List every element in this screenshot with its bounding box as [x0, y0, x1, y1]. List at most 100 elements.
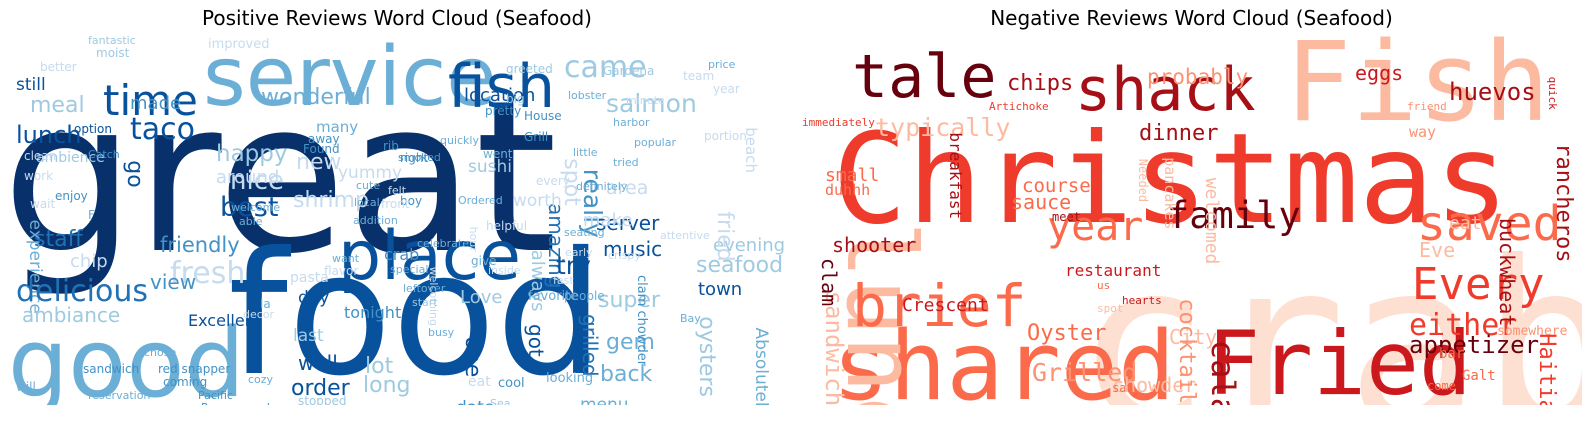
word-popular: popular — [634, 136, 676, 149]
word-big: big — [506, 92, 525, 106]
word-breakfast: breakfast — [946, 132, 965, 220]
word-got: got — [524, 324, 548, 357]
word-minute: minute — [626, 94, 665, 107]
word-option: option — [74, 122, 112, 136]
negative-wordcloud: Christmas crab Fish shared Fried lunch tale sha… — [797, 35, 1582, 405]
word-every: every — [536, 174, 570, 188]
word-seafood: seafood — [696, 253, 784, 278]
word-hour: hour — [467, 226, 480, 252]
word-rancheros: rancheros — [1551, 143, 1576, 263]
word-able: able — [239, 215, 263, 228]
word-nice: nice — [230, 166, 284, 196]
word-galt: Galt — [1462, 368, 1496, 384]
word-meet: meet — [1052, 210, 1081, 224]
word-price: price — [708, 58, 736, 71]
word-crispy: crispy — [608, 249, 641, 262]
word-fish: fish — [448, 52, 556, 122]
word-attentive: attentive — [660, 229, 710, 242]
word-clam-chowder: clam chowder — [634, 274, 649, 367]
positive-wordcloud-panel: Positive Reviews Word Cloud (Seafood) gr… — [0, 0, 794, 433]
word-come: come — [1427, 379, 1456, 393]
word-quickly: quickly — [440, 134, 479, 147]
word-felt: felt — [388, 184, 407, 197]
word-spot: spot — [1097, 302, 1124, 315]
word-long: long — [363, 373, 411, 398]
word-rib: rib — [383, 139, 399, 153]
word-inside: inside — [488, 264, 521, 277]
word-course: course — [1022, 175, 1091, 197]
word-will: will — [16, 380, 36, 394]
word-reservation: reservation — [88, 389, 151, 402]
word-wait: wait — [30, 197, 56, 211]
positive-wordcloud-title: Positive Reviews Word Cloud (Seafood) — [202, 6, 592, 30]
word-portion: portion — [704, 129, 747, 143]
word-many: many — [316, 118, 359, 136]
word-eggs: eggs — [1355, 61, 1404, 85]
word-friend: friend — [1407, 100, 1447, 113]
word-still: still — [16, 75, 46, 95]
word-sandwich: sandwich — [820, 290, 848, 405]
word-lobster: lobster — [568, 89, 607, 102]
word-catch: Catch — [88, 148, 120, 161]
word-oysters: oysters — [694, 316, 719, 397]
word-sandwich: sandwich — [83, 362, 140, 376]
word-clean: clean — [24, 149, 57, 163]
word-good: good — [8, 309, 245, 406]
word-ambiance: ambiance — [22, 303, 121, 327]
word-somewhere: somewhere — [1497, 324, 1568, 339]
word-early: early — [565, 246, 593, 259]
word-one: one — [460, 336, 485, 378]
word-place: place — [338, 217, 521, 296]
word-cocktail: cocktail — [1174, 298, 1199, 405]
word-well: well — [298, 351, 338, 375]
word-tonight: tonight — [344, 303, 402, 322]
word-crab: crab — [1075, 214, 1582, 406]
word-pacific: Pacific — [198, 389, 233, 402]
word-sushi: sushi — [468, 157, 512, 177]
word-la: la — [260, 297, 271, 311]
word-fish: Fish — [1285, 35, 1550, 146]
word-cute: cute — [356, 179, 381, 192]
word-needed: Needed — [1136, 158, 1150, 203]
word-last: last — [293, 326, 324, 346]
word-enjoy: enjoy — [55, 189, 88, 203]
word-new: new — [296, 150, 342, 175]
word-want: want — [332, 252, 360, 265]
word-favorite: favorite — [528, 289, 579, 304]
word-pancakes: pancakes — [1161, 157, 1179, 230]
word-saved: saved — [1417, 196, 1562, 252]
word-either: either — [1409, 308, 1518, 343]
word-day: day — [298, 288, 330, 308]
word-wonderful: wonderful — [261, 85, 371, 110]
word-give: give — [471, 254, 497, 268]
word-great: great — [8, 55, 558, 300]
word-harbor: harbor — [613, 116, 650, 129]
word-ambience: ambience — [36, 150, 105, 166]
word-gardena: Gardena — [603, 64, 655, 78]
word-back: back — [600, 362, 653, 387]
word-fresh: fresh — [170, 256, 246, 291]
word-shared: shared — [832, 312, 1176, 406]
word-people: people — [564, 289, 605, 303]
word-happy: happy — [216, 141, 288, 167]
word-calamari: calamari — [1204, 340, 1242, 405]
word-crab: crab — [384, 245, 420, 264]
positive-wordcloud: great food service good place fish time taco lun… — [8, 35, 784, 405]
word-evening: evening — [713, 235, 784, 256]
word-meal: meal — [30, 93, 85, 118]
word-sat: sat — [1112, 381, 1134, 395]
word-service: service — [203, 35, 497, 125]
word-fried: Fried — [1207, 312, 1472, 406]
word-haitian: Haitian — [1534, 333, 1559, 405]
word-shrimp: shrimp — [293, 188, 369, 213]
word-artichoke: Artichoke — [989, 100, 1049, 113]
word-team: team — [683, 69, 715, 83]
word-restaurant: restaurant — [1065, 261, 1162, 280]
word-sauce: sauce — [1011, 190, 1072, 214]
word-cozy: cozy — [248, 373, 274, 386]
word-better: better — [40, 60, 77, 74]
word-brief: brief — [852, 272, 1027, 340]
word-pasta: pasta — [290, 270, 329, 286]
word-tried: tried — [613, 156, 639, 169]
word-recommend: Recommend — [201, 402, 270, 405]
